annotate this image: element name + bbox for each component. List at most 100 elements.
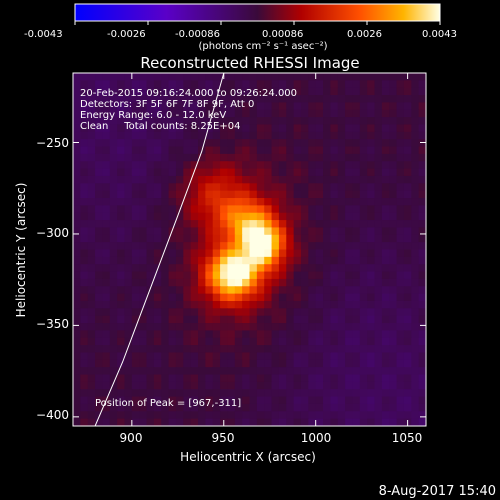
heatmap-cell <box>337 131 346 140</box>
heatmap-cell <box>139 359 148 368</box>
heatmap-cell <box>337 227 346 236</box>
heatmap-cell <box>308 146 317 155</box>
heatmap-cell <box>73 205 81 214</box>
heatmap-cell <box>227 300 236 309</box>
heatmap-cell <box>102 227 111 236</box>
heatmap-cell <box>73 418 81 426</box>
heatmap-cell <box>161 308 170 317</box>
heatmap-cell <box>367 403 376 412</box>
x-tick-label: 900 <box>120 431 143 445</box>
heatmap-cell <box>117 205 126 214</box>
heatmap-cell <box>212 389 221 398</box>
heatmap-cell <box>124 330 133 339</box>
heatmap-cell <box>381 198 390 206</box>
heatmap-cell <box>264 190 273 199</box>
heatmap-cell <box>374 308 383 317</box>
heatmap-cell <box>146 139 155 148</box>
heatmap-cell <box>271 102 280 111</box>
heatmap-cell <box>175 359 184 368</box>
heatmap-cell <box>411 73 420 81</box>
heatmap-cell <box>300 198 309 206</box>
heatmap-cell <box>80 175 89 184</box>
heatmap-cell <box>249 374 258 383</box>
heatmap-cell <box>256 293 265 302</box>
heatmap-cell <box>352 183 361 192</box>
heatmap-cell <box>73 374 81 383</box>
heatmap-cell <box>242 418 251 426</box>
heatmap-cell <box>80 374 89 383</box>
heatmap-cell <box>161 337 170 346</box>
heatmap-cell <box>293 293 302 302</box>
heatmap-cell <box>293 374 302 383</box>
heatmap-cell <box>278 227 287 236</box>
heatmap-cell <box>359 264 368 273</box>
heatmap-cell <box>374 234 383 243</box>
heatmap-cell <box>227 256 236 265</box>
heatmap-cell <box>411 381 420 390</box>
heatmap-cell <box>345 153 354 162</box>
heatmap-cell <box>161 315 170 324</box>
heatmap-cell <box>131 102 140 111</box>
heatmap-cell <box>249 117 258 126</box>
colorbar <box>74 3 441 22</box>
heatmap-cell <box>242 73 251 81</box>
heatmap-cell <box>227 153 236 162</box>
heatmap-cell <box>198 117 206 126</box>
heatmap-cell <box>286 381 295 390</box>
heatmap-cell <box>190 293 199 302</box>
heatmap-cell <box>374 403 383 412</box>
heatmap-cell <box>271 249 280 258</box>
heatmap-cell <box>352 242 361 251</box>
heatmap-cell <box>411 403 420 412</box>
heatmap-cell <box>124 198 133 206</box>
heatmap-cell <box>212 403 221 412</box>
solar-limb-curve <box>94 73 225 426</box>
heatmap-cell <box>168 234 177 243</box>
heatmap-cell <box>264 95 273 104</box>
heatmap-cell <box>337 359 346 368</box>
heatmap-cell <box>183 183 192 192</box>
heatmap-cell <box>87 300 96 309</box>
heatmap-cell <box>153 286 162 295</box>
heatmap-cell <box>403 95 412 104</box>
heatmap-cell <box>352 73 361 81</box>
annotation-time-range: 20-Feb-2015 09:16:24.000 to 09:26:24.000 <box>80 88 297 99</box>
heatmap-cell <box>396 381 405 390</box>
heatmap-cell <box>234 337 243 346</box>
heatmap-cell <box>95 396 104 405</box>
heatmap-cell <box>73 183 81 192</box>
heatmap-cell <box>249 139 258 148</box>
heatmap-cell <box>220 278 229 287</box>
heatmap-cell <box>367 352 376 361</box>
heatmap-cell <box>139 381 148 390</box>
heatmap-cell <box>256 337 265 346</box>
heatmap-cell <box>271 153 280 162</box>
heatmap-cell <box>146 367 155 376</box>
heatmap-cell <box>190 278 199 287</box>
heatmap-cell <box>168 345 177 354</box>
heatmap-cell <box>374 389 383 398</box>
heatmap-cell <box>131 109 140 118</box>
heatmap-cell <box>73 117 81 126</box>
heatmap-cell <box>418 227 426 236</box>
heatmap-cell <box>396 308 405 317</box>
heatmap-cell <box>293 389 302 398</box>
heatmap-cell <box>175 286 184 295</box>
heatmap-cell <box>403 109 412 118</box>
heatmap-cell <box>403 308 412 317</box>
heatmap-cell <box>153 403 162 412</box>
annotation-peak-position: Position of Peak = [967,-311] <box>95 398 241 409</box>
heatmap-cell <box>396 102 405 111</box>
heatmap-cell <box>293 80 302 89</box>
heatmap-cell <box>109 161 118 170</box>
colorbar-tick-label: 0.00086 <box>262 29 303 40</box>
heatmap-cell <box>161 205 170 214</box>
heatmap-cell <box>264 352 273 361</box>
heatmap-cell <box>389 315 398 324</box>
heatmap-cell <box>212 124 221 133</box>
heatmap-cell <box>367 359 376 368</box>
heatmap-cell <box>381 139 390 148</box>
heatmap-cell <box>345 117 354 126</box>
heatmap-cell <box>403 337 412 346</box>
heatmap-cell <box>117 175 126 184</box>
